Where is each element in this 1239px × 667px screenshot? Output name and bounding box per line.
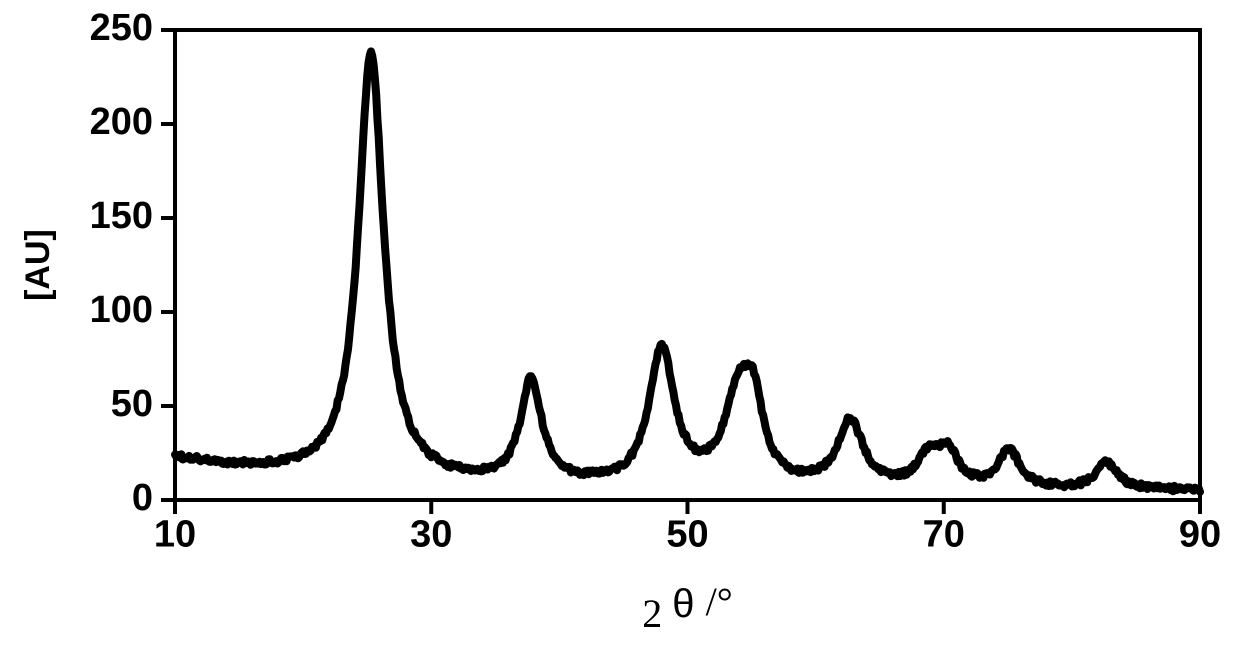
x-tick-label: 50: [666, 513, 708, 555]
x-tick-label: 30: [410, 513, 452, 555]
chart-svg: 0 50 100 150 200 250 10 30 50 70 90 [AU] 2 θ /°: [0, 0, 1239, 667]
xrd-trace: [175, 51, 1200, 492]
x-tick-label: 70: [923, 513, 965, 555]
y-tick-label: 50: [111, 383, 153, 425]
x-axis-label: 2 θ /°: [642, 579, 732, 636]
y-tick-label: 250: [90, 7, 153, 49]
x-tick-label: 90: [1179, 513, 1221, 555]
x-tick-label: 10: [154, 513, 196, 555]
y-tick-label: 0: [132, 477, 153, 519]
y-axis-label: [AU]: [19, 229, 57, 301]
y-tick-label: 200: [90, 101, 153, 143]
xrd-chart: 0 50 100 150 200 250 10 30 50 70 90 [AU] 2 θ /°: [0, 0, 1239, 667]
y-tick-label: 100: [90, 289, 153, 331]
y-tick-label: 150: [90, 195, 153, 237]
